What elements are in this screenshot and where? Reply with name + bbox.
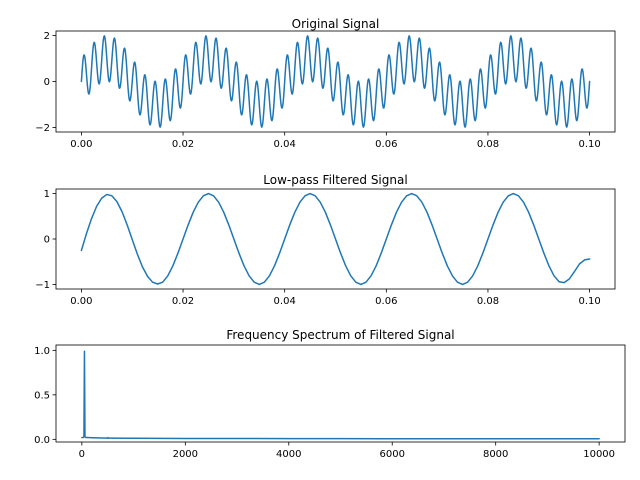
- y-tick-label: 1: [44, 189, 50, 200]
- axis-ticks: 0.00 0.02 0.04 0.06 0.08 0.10 −1 0 1: [35, 189, 600, 307]
- x-tick-label: 0.00: [70, 296, 92, 307]
- axes-frame: [55, 344, 626, 443]
- frequency-spectrum-plot: Frequency Spectrum of Filtered Signal 0 2…: [34, 328, 626, 460]
- series-lines: [81, 350, 600, 440]
- chart-title: Frequency Spectrum of Filtered Signal: [226, 328, 454, 342]
- axis-ticks: 0 2000 4000 6000 8000 10000 0.0 0.5 1.0: [34, 346, 615, 460]
- series-line-0: [81, 350, 600, 440]
- chart-title: Original Signal: [292, 17, 380, 31]
- y-tick-label: −1: [35, 280, 50, 291]
- chart-title: Low-pass Filtered Signal: [263, 173, 407, 187]
- x-tick-label: 0.00: [70, 139, 92, 150]
- axes-frame: [55, 30, 616, 133]
- x-tick-label: 0.08: [477, 296, 499, 307]
- x-tick-label: 4000: [276, 449, 301, 460]
- x-tick-label: 0.10: [578, 139, 600, 150]
- x-tick-label: 0.08: [477, 139, 499, 150]
- y-tick-label: 1.0: [34, 346, 50, 357]
- series-line-0: [80, 192, 591, 286]
- axes-frame: [55, 188, 616, 290]
- x-tick-label: 10000: [583, 449, 615, 460]
- x-tick-label: 8000: [483, 449, 508, 460]
- series-lines: [80, 192, 591, 286]
- x-tick-label: 6000: [380, 449, 405, 460]
- series-line-0: [80, 35, 591, 128]
- x-tick-label: 0.04: [274, 296, 296, 307]
- x-tick-label: 0: [79, 449, 85, 460]
- original-signal-plot: Original Signal 0.00 0.02 0.04 0.06 0.08 0.10…: [35, 17, 616, 150]
- x-tick-label: 0.02: [172, 139, 194, 150]
- y-tick-label: 0.0: [34, 435, 50, 446]
- x-tick-label: 0.06: [375, 139, 397, 150]
- axis-ticks: 0.00 0.02 0.04 0.06 0.08 0.10 −2 0 2: [35, 31, 600, 150]
- low-pass-filtered-signal-plot: Low-pass Filtered Signal 0.00 0.02 0.04 0.0…: [35, 173, 616, 307]
- x-tick-label: 0.04: [274, 139, 296, 150]
- x-tick-label: 2000: [173, 449, 198, 460]
- series-lines: [80, 35, 591, 128]
- y-tick-label: −2: [35, 123, 50, 134]
- y-tick-label: 0.5: [34, 390, 50, 401]
- x-tick-label: 0.10: [578, 296, 600, 307]
- x-tick-label: 0.02: [172, 296, 194, 307]
- y-tick-label: 0: [44, 77, 50, 88]
- y-tick-label: 2: [44, 31, 50, 42]
- y-tick-label: 0: [44, 235, 50, 246]
- x-tick-label: 0.06: [375, 296, 397, 307]
